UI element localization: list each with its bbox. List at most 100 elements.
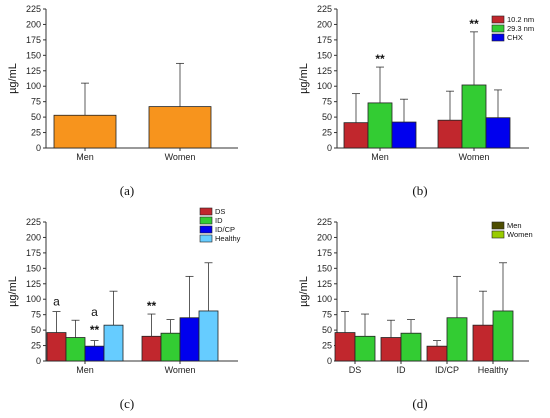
panel-a-y-tick-label: 50 — [31, 112, 41, 122]
panel-c-legend-label: ID/CP — [215, 225, 235, 234]
panel-b-legend-label: 10.2 nm — [507, 15, 534, 24]
panel-d-y-tick-label: 175 — [317, 248, 332, 258]
panel-c-y-tick-label: 150 — [26, 263, 41, 273]
panel-c-legend-label: DS — [215, 207, 225, 216]
panel-c-y-tick-label: 225 — [26, 217, 41, 227]
panel-c-legend-label: Healthy — [215, 234, 241, 243]
panel-c-legend-swatch — [199, 216, 213, 225]
panel-b-legend-label: 29.3 nm — [507, 24, 534, 33]
panel-a-y-tick-label: 0 — [36, 143, 41, 153]
panel-b-y-tick-label: 100 — [317, 81, 332, 91]
panel-c-legend-swatch — [199, 225, 213, 234]
panel-d-y-tick-label: 150 — [317, 263, 332, 273]
panel-a-y-tick-label: 75 — [31, 97, 41, 107]
panel-c-y-tick-label: 25 — [31, 341, 41, 351]
panel-b-y-axis-label: µg/mL — [298, 63, 310, 94]
panel-d-legend-label: Women — [507, 230, 533, 239]
panel-c-bar — [198, 310, 219, 362]
panel-b-y-tick-label: 75 — [322, 97, 332, 107]
panel-b-x-tick-label: Women — [459, 152, 490, 162]
panel-a-y-tick-label: 175 — [26, 35, 41, 45]
panel-d-y-tick-label: 125 — [317, 279, 332, 289]
panel-d-label: (d) — [412, 396, 427, 411]
panel-d-bar — [354, 335, 376, 362]
panel-b-y-tick-label: 225 — [317, 4, 332, 14]
panel-b-y-tick-label: 0 — [327, 143, 332, 153]
panel-b-y-tick-label: 125 — [317, 66, 332, 76]
panel-a-x-tick-label: Men — [76, 152, 94, 162]
panel-d-y-tick-label: 225 — [317, 217, 332, 227]
panel-d-bar — [446, 317, 468, 362]
panel-b-legend-label: CHX — [507, 33, 523, 42]
panel-c-y-tick-label: 200 — [26, 232, 41, 242]
panel-c-bar — [65, 337, 86, 362]
panel-a-x-tick-label: Women — [165, 152, 196, 162]
panel-a-bar — [53, 114, 117, 149]
panel-c-y-tick-label: 75 — [31, 310, 41, 320]
panel-d-y-axis-label: µg/mL — [298, 276, 310, 307]
panel-b-y-tick-label: 25 — [322, 128, 332, 138]
panel-c-legend-label: ID — [215, 216, 223, 225]
panel-d-bar — [492, 310, 514, 362]
panel-c-annotation: a — [91, 305, 98, 319]
panel-d-y-tick-label: 200 — [317, 232, 332, 242]
panel-a-label: (a) — [120, 183, 134, 198]
panel-d-x-tick-label: DS — [349, 365, 362, 375]
panel-d-bar — [334, 332, 356, 362]
panel-d-legend-swatch — [491, 230, 505, 239]
panel-c-bar — [179, 317, 200, 362]
panel-c-y-tick-label: 0 — [36, 356, 41, 366]
panel-b-bar — [391, 121, 417, 149]
panel-a-y-tick-label: 125 — [26, 66, 41, 76]
panel-b-bar — [367, 102, 393, 149]
panel-c-bar — [160, 332, 181, 362]
panel-b-legend-swatch — [491, 15, 505, 24]
panel-c-annotation: a — [53, 294, 60, 308]
panel-d-x-tick-label: ID — [397, 365, 407, 375]
panel-c-y-tick-label: 100 — [26, 294, 41, 304]
panel-c-y-tick-label: 50 — [31, 325, 41, 335]
panel-b-bar — [437, 119, 463, 149]
panel-b-legend-swatch — [491, 24, 505, 33]
panel-c-x-tick-label: Men — [76, 365, 94, 375]
panel-d-legend-swatch — [491, 221, 505, 230]
panel-a-y-tick-label: 225 — [26, 4, 41, 14]
panel-b-significance-label: ** — [469, 17, 479, 31]
panel-c-y-tick-label: 175 — [26, 248, 41, 258]
panel-d-bar — [380, 337, 402, 362]
panel-d-y-tick-label: 75 — [322, 310, 332, 320]
panel-c-significance-label: ** — [90, 323, 100, 337]
panel-b-x-tick-label: Men — [371, 152, 389, 162]
panel-d-x-tick-label: Healthy — [478, 365, 509, 375]
panel-b-legend-swatch — [491, 33, 505, 42]
panel-b-label: (b) — [412, 183, 427, 198]
panel-c-significance-label: ** — [147, 299, 157, 313]
panel-b-chart: (b) 0 25 50 75 100 125 150 175 200 225 µg/mL Men ** W… — [298, 4, 534, 198]
panel-b-significance-label: ** — [375, 52, 385, 66]
panel-b-bar — [343, 122, 369, 149]
panel-c-chart: (c) 0 25 50 75 100 125 150 175 200 225 µg/mL Men ** W… — [7, 207, 241, 411]
panel-a-y-tick-label: 150 — [26, 50, 41, 60]
panel-c-bar — [103, 324, 124, 362]
panel-d-bar — [400, 332, 422, 362]
panel-c-legend-swatch — [199, 234, 213, 243]
panel-d-legend-label: Men — [507, 221, 522, 230]
panel-b-y-tick-label: 200 — [317, 19, 332, 29]
panel-d-y-tick-label: 0 — [327, 356, 332, 366]
panel-c-y-axis-label: µg/mL — [7, 276, 19, 307]
panel-c-bar — [141, 335, 162, 362]
panel-d-bar — [472, 324, 494, 362]
panel-b-bar — [461, 84, 487, 149]
panel-c-bar — [46, 332, 67, 362]
panel-d-y-tick-label: 100 — [317, 294, 332, 304]
panel-c-y-tick-label: 125 — [26, 279, 41, 289]
panel-c-x-tick-label: Women — [165, 365, 196, 375]
panel-d-x-tick-label: ID/CP — [435, 365, 459, 375]
panel-d-y-tick-label: 25 — [322, 341, 332, 351]
panel-b-y-tick-label: 50 — [322, 112, 332, 122]
panel-a-chart: (a) 0 25 50 75 100 125 150 175 200 225 µg/mL Men Wom… — [7, 4, 238, 198]
panel-d-bar — [426, 345, 448, 362]
panel-b-y-tick-label: 175 — [317, 35, 332, 45]
panel-b-bar — [485, 117, 511, 149]
